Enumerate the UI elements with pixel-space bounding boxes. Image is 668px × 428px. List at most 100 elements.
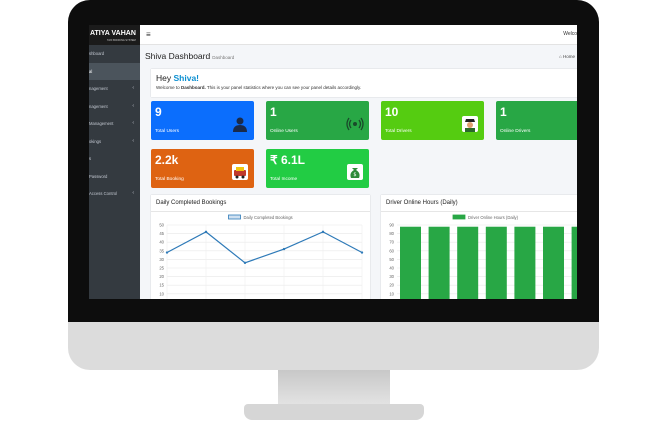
welcome-bold: Dashboard. <box>180 85 206 90</box>
stat-label: Total Users <box>155 129 179 134</box>
sidebar-item-label: Management <box>89 121 114 126</box>
sidebar-item-password[interactable]: Password <box>89 168 140 186</box>
y-tick-label: 10 <box>159 291 164 296</box>
y-tick-label: 45 <box>159 231 164 236</box>
y-tick-label: 60 <box>389 248 394 253</box>
welcome-card: Hey Shiva! Welcome to Dashboard. This is… <box>151 69 577 97</box>
monitor-chin <box>68 322 599 370</box>
stat-total-income[interactable]: ₹ 6.1L Total Income $ <box>266 149 369 188</box>
main-content: Shiva Dashboard Dashboard ⌂ Home Hey Shiv… <box>140 45 577 299</box>
sidebar-item-dashboard[interactable]: shboard <box>89 45 140 63</box>
sidebar-item-label: al <box>89 68 93 74</box>
chevron-left-icon: ‹ <box>132 85 134 91</box>
stat-online-drivers[interactable]: 1 Online Drivers <box>496 101 577 140</box>
user-welcome[interactable]: Welco <box>563 31 577 37</box>
chart-title: Driver Online Hours (Daily) <box>386 200 458 206</box>
stat-label: Online Drivers <box>500 129 531 134</box>
bar <box>485 226 507 299</box>
stat-value: 10 <box>385 105 399 119</box>
bar <box>457 226 479 299</box>
data-point <box>243 261 247 265</box>
y-tick-label: 90 <box>389 223 394 228</box>
stat-label: Online Users <box>270 129 298 134</box>
stat-label: Total Booking <box>155 177 184 182</box>
brand-name: ATIYA VAHAN <box>90 30 136 37</box>
sidebar-item-label: okings <box>89 138 102 144</box>
legend-swatch <box>452 214 466 220</box>
chart-title: Daily Completed Bookings <box>156 200 227 206</box>
y-tick-label: 70 <box>389 240 394 245</box>
page-title: Shiva Dashboard Dashboard <box>145 51 234 61</box>
bar <box>514 226 536 299</box>
y-tick-label: 40 <box>389 266 394 271</box>
y-tick-label: 15 <box>159 283 164 288</box>
brand-tagline: TAXI BOOKING SYSTEM <box>107 39 136 42</box>
taxi-icon <box>231 163 249 181</box>
sidebar-item-active[interactable]: al <box>89 62 140 80</box>
sidebar: shboard al nagement ‹ nagement ‹ Managem… <box>89 45 140 299</box>
sidebar-item-management-2[interactable]: nagement ‹ <box>89 98 140 116</box>
greeting-text: Hey <box>156 73 172 83</box>
welcome-text: Welcome to Dashboard. This is your panel… <box>156 85 361 90</box>
data-point <box>360 251 364 254</box>
stat-value: 1 <box>270 105 277 119</box>
stat-online-users[interactable]: 1 Online Users <box>266 101 369 140</box>
y-tick-label: 20 <box>159 274 164 279</box>
y-tick-label: 30 <box>159 257 164 262</box>
chevron-left-icon: ‹ <box>132 102 134 109</box>
y-tick-label: 50 <box>159 223 164 228</box>
driver-icon <box>461 115 479 133</box>
stat-total-booking[interactable]: 2.2k Total Booking <box>151 149 254 188</box>
welcome-rest: This is your panel statistics where you … <box>206 85 362 90</box>
page-title-text: Shiva Dashboard <box>145 51 211 61</box>
sidebar-item-access-control[interactable]: Access Control ‹ <box>89 185 140 203</box>
y-tick-label: 50 <box>389 257 394 262</box>
sidebar-item-label: s <box>89 156 92 161</box>
chevron-left-icon: ‹ <box>132 190 134 196</box>
sidebar-item-management-3[interactable]: Management ‹ <box>89 115 140 133</box>
bar <box>571 226 577 299</box>
data-point <box>321 230 325 234</box>
breadcrumb[interactable]: ⌂ Home <box>559 54 575 59</box>
navbar: ≡ Welco <box>140 25 577 45</box>
monitor-stand-neck <box>278 370 390 406</box>
legend-label: Driver Online Hours (Daily) <box>468 215 519 220</box>
divider <box>381 211 577 212</box>
y-tick-label: 25 <box>159 266 164 271</box>
sidebar-item-label: nagement <box>89 86 108 91</box>
monitor-stand-base <box>244 404 424 420</box>
sidebar-item-label: nagement <box>89 103 108 109</box>
sidebar-item-7[interactable]: s <box>89 150 140 168</box>
bar <box>400 226 421 299</box>
greeting: Hey Shiva! <box>156 73 199 83</box>
stat-total-users[interactable]: 9 Total Users <box>151 101 254 140</box>
user-icon <box>231 115 249 133</box>
sidebar-item-label: shboard <box>89 51 105 56</box>
sidebar-item-bookings[interactable]: okings ‹ <box>89 133 140 151</box>
chart-panel-bookings: Daily Completed Bookings Daily Completed… <box>151 195 370 299</box>
bookings-line-chart: Daily Completed Bookings 50 45 40 35 30 25 20 15… <box>159 214 364 299</box>
sidebar-item-label: Password <box>89 173 108 179</box>
sidebar-item-management-1[interactable]: nagement ‹ <box>89 80 140 98</box>
stat-total-drivers[interactable]: 10 Total Drivers <box>381 101 484 140</box>
screen: ATIYA VAHAN TAXI BOOKING SYSTEM ≡ Welco … <box>89 25 577 299</box>
series-line <box>166 231 363 264</box>
page-subtitle: Dashboard <box>212 55 235 60</box>
stat-value: 9 <box>155 105 162 119</box>
top-bar: ATIYA VAHAN TAXI BOOKING SYSTEM ≡ Welco <box>89 25 577 45</box>
y-tick-label: 35 <box>159 248 164 253</box>
menu-icon[interactable]: ≡ <box>146 30 151 39</box>
stat-label: Total Drivers <box>385 129 412 134</box>
bar <box>428 226 450 299</box>
brand-logo[interactable]: ATIYA VAHAN TAXI BOOKING SYSTEM <box>89 25 140 45</box>
stat-value: ₹ 6.1L <box>270 153 305 167</box>
stat-label: Total Income <box>270 177 298 182</box>
chevron-left-icon: ‹ <box>132 120 134 126</box>
breadcrumb-home: Home <box>562 54 575 59</box>
y-tick-label: 40 <box>159 240 164 245</box>
user-name: Shiva! <box>173 73 200 83</box>
data-point <box>165 251 169 254</box>
y-tick-label: 30 <box>389 274 394 279</box>
y-tick-label: 20 <box>389 283 394 288</box>
legend-label: Daily Completed Bookings <box>244 215 293 220</box>
